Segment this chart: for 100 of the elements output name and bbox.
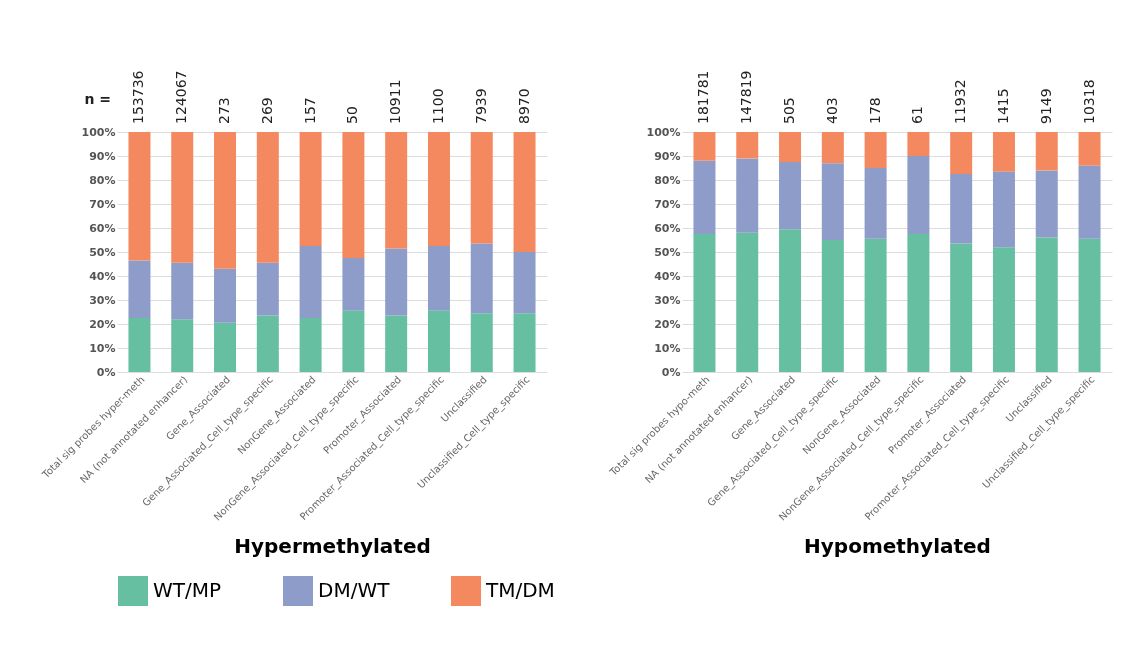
text: 403 bbox=[823, 97, 840, 124]
text: 181781 bbox=[695, 70, 712, 124]
text: 273 bbox=[216, 97, 233, 124]
text: 8970 bbox=[515, 88, 532, 124]
bar bbox=[907, 156, 930, 234]
bar bbox=[821, 163, 844, 240]
y-tick-label: 60% bbox=[654, 221, 681, 235]
bar bbox=[128, 132, 151, 261]
bar bbox=[299, 318, 322, 372]
bar bbox=[779, 162, 802, 230]
bar bbox=[907, 132, 930, 156]
y-tick-label: 30% bbox=[654, 293, 681, 307]
bar bbox=[128, 260, 151, 318]
bar bbox=[736, 158, 759, 233]
text: 157 bbox=[301, 97, 318, 124]
bar bbox=[1035, 132, 1058, 171]
bar bbox=[171, 319, 194, 372]
y-tick-label: 20% bbox=[89, 317, 116, 331]
y-tick-label: 80% bbox=[89, 173, 116, 187]
y-tick-label: 100% bbox=[81, 125, 116, 139]
bar bbox=[693, 234, 716, 372]
bar bbox=[992, 132, 1015, 172]
x-axis-title: Hypermethylated bbox=[234, 533, 431, 558]
bar bbox=[821, 240, 844, 372]
bar bbox=[821, 132, 844, 164]
bar bbox=[693, 160, 716, 234]
bar bbox=[256, 315, 279, 372]
bar bbox=[470, 243, 493, 314]
y-tick-label: 40% bbox=[654, 269, 681, 283]
legend-label: TM/DM bbox=[485, 578, 555, 602]
bar bbox=[299, 132, 322, 246]
y-tick-label: 0% bbox=[661, 365, 681, 379]
bar bbox=[864, 238, 887, 372]
bar bbox=[470, 313, 493, 372]
bar bbox=[256, 132, 279, 263]
text: 11932 bbox=[952, 79, 969, 124]
bar bbox=[385, 248, 408, 316]
text: 7939 bbox=[472, 88, 489, 124]
bar bbox=[214, 268, 237, 323]
text: n = bbox=[84, 91, 111, 107]
y-tick-label: 60% bbox=[89, 221, 116, 235]
bar bbox=[1035, 237, 1058, 372]
y-tick-label: 30% bbox=[89, 293, 116, 307]
bar bbox=[427, 132, 450, 246]
text: 61 bbox=[909, 106, 926, 124]
bar bbox=[171, 262, 194, 320]
bar bbox=[299, 246, 322, 318]
bar bbox=[864, 132, 887, 168]
legend-label: DM/WT bbox=[318, 578, 391, 602]
y-tick-label: 90% bbox=[654, 149, 681, 163]
y-tick-label: 50% bbox=[89, 245, 116, 259]
bar bbox=[779, 132, 802, 162]
bar bbox=[736, 132, 759, 159]
y-tick-label: 0% bbox=[96, 365, 116, 379]
bar bbox=[992, 247, 1015, 372]
bar bbox=[128, 318, 151, 372]
text: 147819 bbox=[738, 70, 755, 124]
text: 124067 bbox=[173, 70, 190, 124]
text: 9149 bbox=[1037, 88, 1054, 124]
bar bbox=[950, 174, 973, 244]
y-tick-label: 70% bbox=[89, 197, 116, 211]
y-tick-label: 80% bbox=[654, 173, 681, 187]
y-tick-label: 70% bbox=[654, 197, 681, 211]
text: 50 bbox=[344, 106, 361, 124]
y-tick-label: 50% bbox=[654, 245, 681, 259]
text: 1100 bbox=[429, 88, 446, 124]
bar bbox=[1078, 132, 1101, 166]
bar bbox=[342, 310, 365, 372]
bar bbox=[470, 132, 493, 244]
bar bbox=[1078, 238, 1101, 372]
bar bbox=[513, 252, 536, 314]
bar bbox=[342, 132, 365, 258]
text: 178 bbox=[866, 97, 883, 124]
bar bbox=[736, 232, 759, 372]
bar bbox=[385, 132, 408, 249]
text: 1415 bbox=[994, 88, 1011, 124]
bar bbox=[864, 168, 887, 239]
bar bbox=[992, 171, 1015, 248]
bar bbox=[693, 132, 716, 161]
bar bbox=[256, 262, 279, 316]
bar bbox=[427, 246, 450, 311]
y-tick-label: 90% bbox=[89, 149, 116, 163]
bar bbox=[1035, 170, 1058, 238]
bar bbox=[513, 132, 536, 252]
legend-label: WT/MP bbox=[153, 578, 222, 602]
text: 10911 bbox=[387, 79, 404, 124]
y-tick-label: 20% bbox=[654, 317, 681, 331]
bar bbox=[342, 258, 365, 311]
text: 269 bbox=[258, 97, 275, 124]
text: 153736 bbox=[130, 70, 147, 124]
bar bbox=[385, 315, 408, 372]
bar bbox=[513, 313, 536, 372]
y-tick-label: 40% bbox=[89, 269, 116, 283]
bar bbox=[1078, 165, 1101, 239]
text: 10318 bbox=[1080, 79, 1097, 124]
y-tick-label: 10% bbox=[89, 341, 116, 355]
bar bbox=[950, 243, 973, 372]
bar bbox=[214, 322, 237, 372]
bar bbox=[427, 310, 450, 372]
bar bbox=[214, 132, 237, 269]
